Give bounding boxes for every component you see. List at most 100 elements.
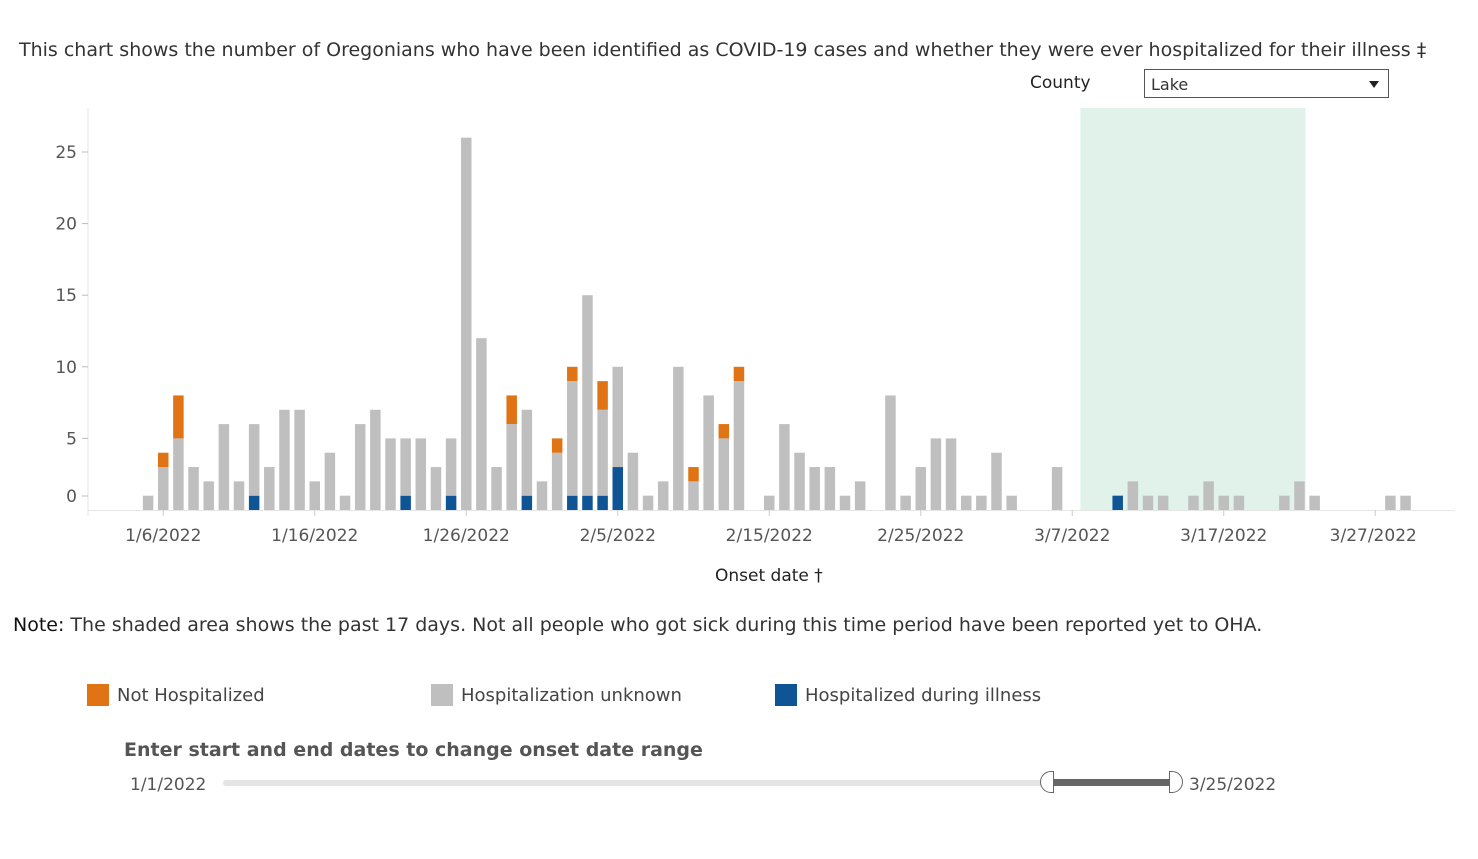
- bar-unknown[interactable]: [991, 452, 1002, 510]
- bar-unknown[interactable]: [718, 438, 730, 510]
- bar-unknown[interactable]: [960, 495, 972, 510]
- bar-hospitalized[interactable]: [1112, 495, 1123, 510]
- bar-unknown[interactable]: [779, 424, 790, 510]
- bar-unknown[interactable]: [264, 467, 275, 510]
- bar-unknown[interactable]: [1051, 467, 1063, 510]
- bar-unknown[interactable]: [930, 438, 942, 510]
- bar-unknown[interactable]: [597, 409, 608, 496]
- bar-not-hospitalized[interactable]: [688, 467, 699, 482]
- bar-hospitalized[interactable]: [567, 495, 578, 510]
- bar-unknown[interactable]: [673, 366, 684, 510]
- bar-unknown[interactable]: [1400, 495, 1411, 510]
- bar-hospitalized[interactable]: [248, 495, 260, 510]
- bar-unknown[interactable]: [309, 481, 321, 510]
- shaded-rect: [1080, 108, 1306, 510]
- bar-unknown[interactable]: [976, 495, 987, 510]
- bar-unknown[interactable]: [915, 467, 927, 510]
- bar-unknown[interactable]: [703, 395, 714, 510]
- bar-unknown[interactable]: [536, 481, 548, 510]
- legend-not-hospitalized[interactable]: Not Hospitalized: [87, 683, 265, 707]
- bar-unknown[interactable]: [854, 481, 866, 510]
- bar-unknown[interactable]: [339, 495, 351, 510]
- bar-not-hospitalized[interactable]: [567, 366, 578, 382]
- bar-unknown[interactable]: [203, 481, 214, 510]
- range-start-date[interactable]: 1/1/2022: [130, 775, 207, 795]
- bar-not-hospitalized[interactable]: [551, 438, 563, 453]
- bar-unknown[interactable]: [945, 438, 957, 510]
- bar-unknown[interactable]: [1006, 495, 1017, 510]
- bar-unknown[interactable]: [506, 424, 517, 510]
- bar-unknown[interactable]: [1309, 495, 1320, 510]
- bar-not-hospitalized[interactable]: [718, 424, 730, 439]
- bar-unknown[interactable]: [188, 467, 199, 510]
- bar-unknown[interactable]: [415, 438, 427, 510]
- bar-unknown[interactable]: [476, 338, 487, 510]
- bar-unknown[interactable]: [233, 481, 245, 510]
- bar-hospitalized[interactable]: [612, 467, 624, 510]
- bar-unknown[interactable]: [733, 381, 745, 510]
- date-range-slider-selection[interactable]: [1048, 779, 1175, 786]
- bar-unknown[interactable]: [642, 495, 654, 510]
- bar-unknown[interactable]: [1233, 495, 1245, 510]
- bar-hospitalized[interactable]: [597, 495, 608, 510]
- legend-unknown[interactable]: Hospitalization unknown: [431, 683, 682, 707]
- bar-unknown[interactable]: [158, 467, 169, 510]
- bar-unknown[interactable]: [370, 409, 381, 510]
- bar-unknown[interactable]: [1203, 481, 1214, 510]
- bar-not-hospitalized[interactable]: [733, 366, 745, 382]
- bar-unknown[interactable]: [794, 452, 805, 510]
- dropdown-arrow-icon[interactable]: [1369, 81, 1379, 88]
- bar-not-hospitalized[interactable]: [173, 395, 184, 439]
- bar-not-hospitalized[interactable]: [506, 395, 517, 425]
- bar-unknown[interactable]: [430, 467, 442, 510]
- bar-unknown[interactable]: [1188, 495, 1199, 510]
- bar-unknown[interactable]: [400, 438, 411, 496]
- bar-unknown[interactable]: [324, 452, 336, 510]
- bar-unknown[interactable]: [491, 467, 502, 510]
- bar-unknown[interactable]: [218, 424, 230, 510]
- bar-not-hospitalized[interactable]: [597, 381, 608, 410]
- bar-hospitalized[interactable]: [521, 495, 533, 510]
- bar-unknown[interactable]: [294, 409, 305, 510]
- bar-unknown[interactable]: [900, 495, 911, 510]
- bar-unknown[interactable]: [385, 438, 396, 510]
- bar-unknown[interactable]: [445, 438, 457, 496]
- bar-unknown[interactable]: [1127, 481, 1139, 510]
- bar-unknown[interactable]: [688, 481, 699, 510]
- bar-unknown[interactable]: [764, 495, 775, 510]
- legend-hospitalized[interactable]: Hospitalized during illness: [775, 683, 1041, 707]
- bar-unknown[interactable]: [824, 467, 836, 510]
- bar-unknown[interactable]: [521, 409, 533, 496]
- date-range-slider-track[interactable]: [223, 780, 1173, 786]
- bar-hospitalized[interactable]: [400, 495, 411, 510]
- bar-unknown[interactable]: [248, 424, 260, 496]
- bar-unknown[interactable]: [1142, 495, 1154, 510]
- bar-hospitalized[interactable]: [582, 495, 593, 510]
- slider-start-handle[interactable]: [1040, 771, 1054, 793]
- bar-unknown[interactable]: [1385, 495, 1396, 510]
- bar-unknown[interactable]: [461, 137, 472, 510]
- bar-unknown[interactable]: [1294, 481, 1305, 510]
- slider-end-handle[interactable]: [1169, 771, 1183, 793]
- date-range-title: Enter start and end dates to change onse…: [124, 739, 703, 761]
- bar-unknown[interactable]: [657, 481, 669, 510]
- county-dropdown[interactable]: Lake: [1144, 69, 1389, 98]
- range-end-date[interactable]: 3/25/2022: [1189, 775, 1277, 795]
- bar-not-hospitalized[interactable]: [158, 452, 169, 468]
- bar-unknown[interactable]: [1157, 495, 1169, 510]
- bar-hospitalized[interactable]: [445, 495, 457, 510]
- bar-unknown[interactable]: [612, 366, 624, 468]
- bar-unknown[interactable]: [1218, 495, 1230, 510]
- bar-unknown[interactable]: [627, 452, 639, 510]
- bar-unknown[interactable]: [567, 381, 578, 496]
- bar-unknown[interactable]: [885, 395, 896, 510]
- bar-unknown[interactable]: [582, 295, 593, 496]
- bar-unknown[interactable]: [809, 467, 820, 510]
- bar-unknown[interactable]: [173, 438, 184, 510]
- bar-unknown[interactable]: [839, 495, 851, 510]
- bar-unknown[interactable]: [354, 424, 366, 510]
- bar-unknown[interactable]: [1279, 495, 1290, 510]
- bar-unknown[interactable]: [279, 409, 290, 510]
- bar-unknown[interactable]: [142, 495, 154, 510]
- bar-unknown[interactable]: [551, 452, 563, 510]
